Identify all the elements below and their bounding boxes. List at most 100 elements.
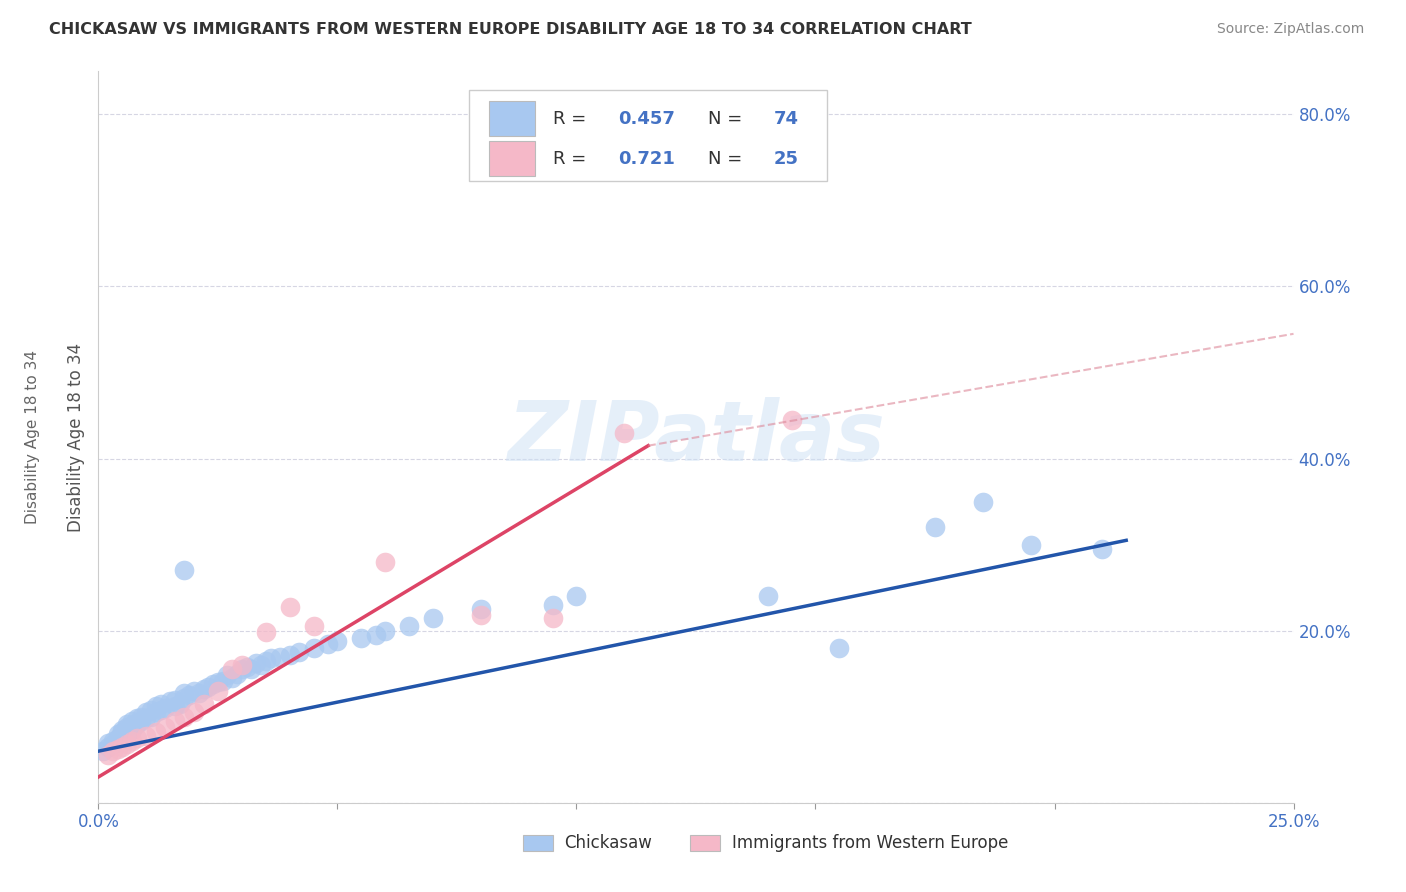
Text: 0.457: 0.457: [619, 110, 675, 128]
Point: [226, 666, 249, 681]
Point: [169, 697, 191, 711]
Point: [121, 723, 143, 737]
Point: [135, 706, 157, 720]
Point: [173, 686, 195, 700]
Point: [163, 714, 186, 728]
Point: [316, 637, 339, 651]
Point: [541, 598, 564, 612]
Point: [111, 739, 134, 754]
Point: [278, 599, 301, 614]
Point: [1019, 538, 1042, 552]
Point: [163, 699, 186, 714]
Point: [364, 628, 387, 642]
Point: [207, 684, 229, 698]
Bar: [690, 835, 720, 851]
Point: [121, 718, 143, 732]
Text: 0.721: 0.721: [619, 150, 675, 168]
Point: [131, 710, 153, 724]
Point: [101, 737, 124, 751]
Text: Chickasaw: Chickasaw: [565, 834, 652, 852]
Text: Disability Age 18 to 34: Disability Age 18 to 34: [25, 350, 41, 524]
Point: [202, 677, 225, 691]
Text: R =: R =: [553, 110, 592, 128]
Point: [107, 742, 129, 756]
Point: [193, 682, 215, 697]
Point: [149, 697, 172, 711]
Point: [145, 706, 167, 720]
Point: [115, 737, 138, 751]
Point: [240, 662, 263, 676]
FancyBboxPatch shape: [470, 90, 827, 181]
Point: [97, 735, 120, 749]
Point: [1091, 541, 1114, 556]
Point: [422, 611, 444, 625]
Text: ZIPatlas: ZIPatlas: [508, 397, 884, 477]
Text: 74: 74: [773, 110, 799, 128]
Point: [111, 725, 134, 739]
Point: [470, 602, 492, 616]
Y-axis label: Disability Age 18 to 34: Disability Age 18 to 34: [66, 343, 84, 532]
Point: [173, 564, 195, 578]
Text: Immigrants from Western Europe: Immigrants from Western Europe: [733, 834, 1008, 852]
Point: [115, 720, 138, 734]
Text: R =: R =: [553, 150, 592, 168]
Point: [269, 649, 291, 664]
Point: [278, 648, 301, 662]
Point: [155, 720, 177, 734]
Point: [121, 734, 143, 748]
Point: [111, 723, 134, 737]
Point: [125, 716, 148, 731]
Point: [541, 611, 564, 625]
Point: [197, 680, 219, 694]
Point: [211, 673, 233, 688]
Point: [221, 662, 243, 676]
Point: [259, 651, 281, 665]
Text: N =: N =: [709, 150, 748, 168]
Point: [145, 725, 167, 739]
Text: N =: N =: [709, 110, 748, 128]
Point: [780, 413, 803, 427]
Point: [288, 645, 311, 659]
Point: [173, 710, 195, 724]
Point: [924, 520, 946, 534]
Point: [756, 589, 779, 603]
Point: [115, 727, 138, 741]
Point: [97, 748, 120, 763]
Point: [125, 711, 148, 725]
Point: [101, 744, 124, 758]
Point: [139, 703, 162, 717]
Point: [828, 640, 851, 655]
Point: [173, 690, 195, 705]
Point: [163, 692, 186, 706]
Text: CHICKASAW VS IMMIGRANTS FROM WESTERN EUROPE DISABILITY AGE 18 TO 34 CORRELATION : CHICKASAW VS IMMIGRANTS FROM WESTERN EUR…: [49, 22, 972, 37]
Point: [111, 729, 134, 743]
Point: [125, 731, 148, 746]
Point: [398, 619, 420, 633]
Point: [221, 671, 243, 685]
Point: [245, 657, 267, 671]
Point: [97, 739, 120, 754]
Point: [302, 640, 325, 655]
Point: [101, 734, 124, 748]
Point: [187, 686, 209, 700]
Point: [139, 710, 162, 724]
Point: [135, 729, 157, 743]
Point: [115, 716, 138, 731]
Text: Source: ZipAtlas.com: Source: ZipAtlas.com: [1216, 22, 1364, 37]
Point: [254, 625, 277, 640]
Point: [235, 660, 257, 674]
Point: [374, 624, 396, 638]
Bar: [489, 101, 534, 136]
Point: [374, 555, 396, 569]
Point: [107, 727, 129, 741]
Point: [302, 619, 325, 633]
Point: [207, 675, 229, 690]
Point: [155, 701, 177, 715]
Point: [254, 654, 277, 668]
Point: [217, 668, 239, 682]
Point: [250, 658, 273, 673]
Point: [145, 699, 167, 714]
Text: 25: 25: [773, 150, 799, 168]
Point: [135, 711, 157, 725]
Point: [91, 744, 114, 758]
